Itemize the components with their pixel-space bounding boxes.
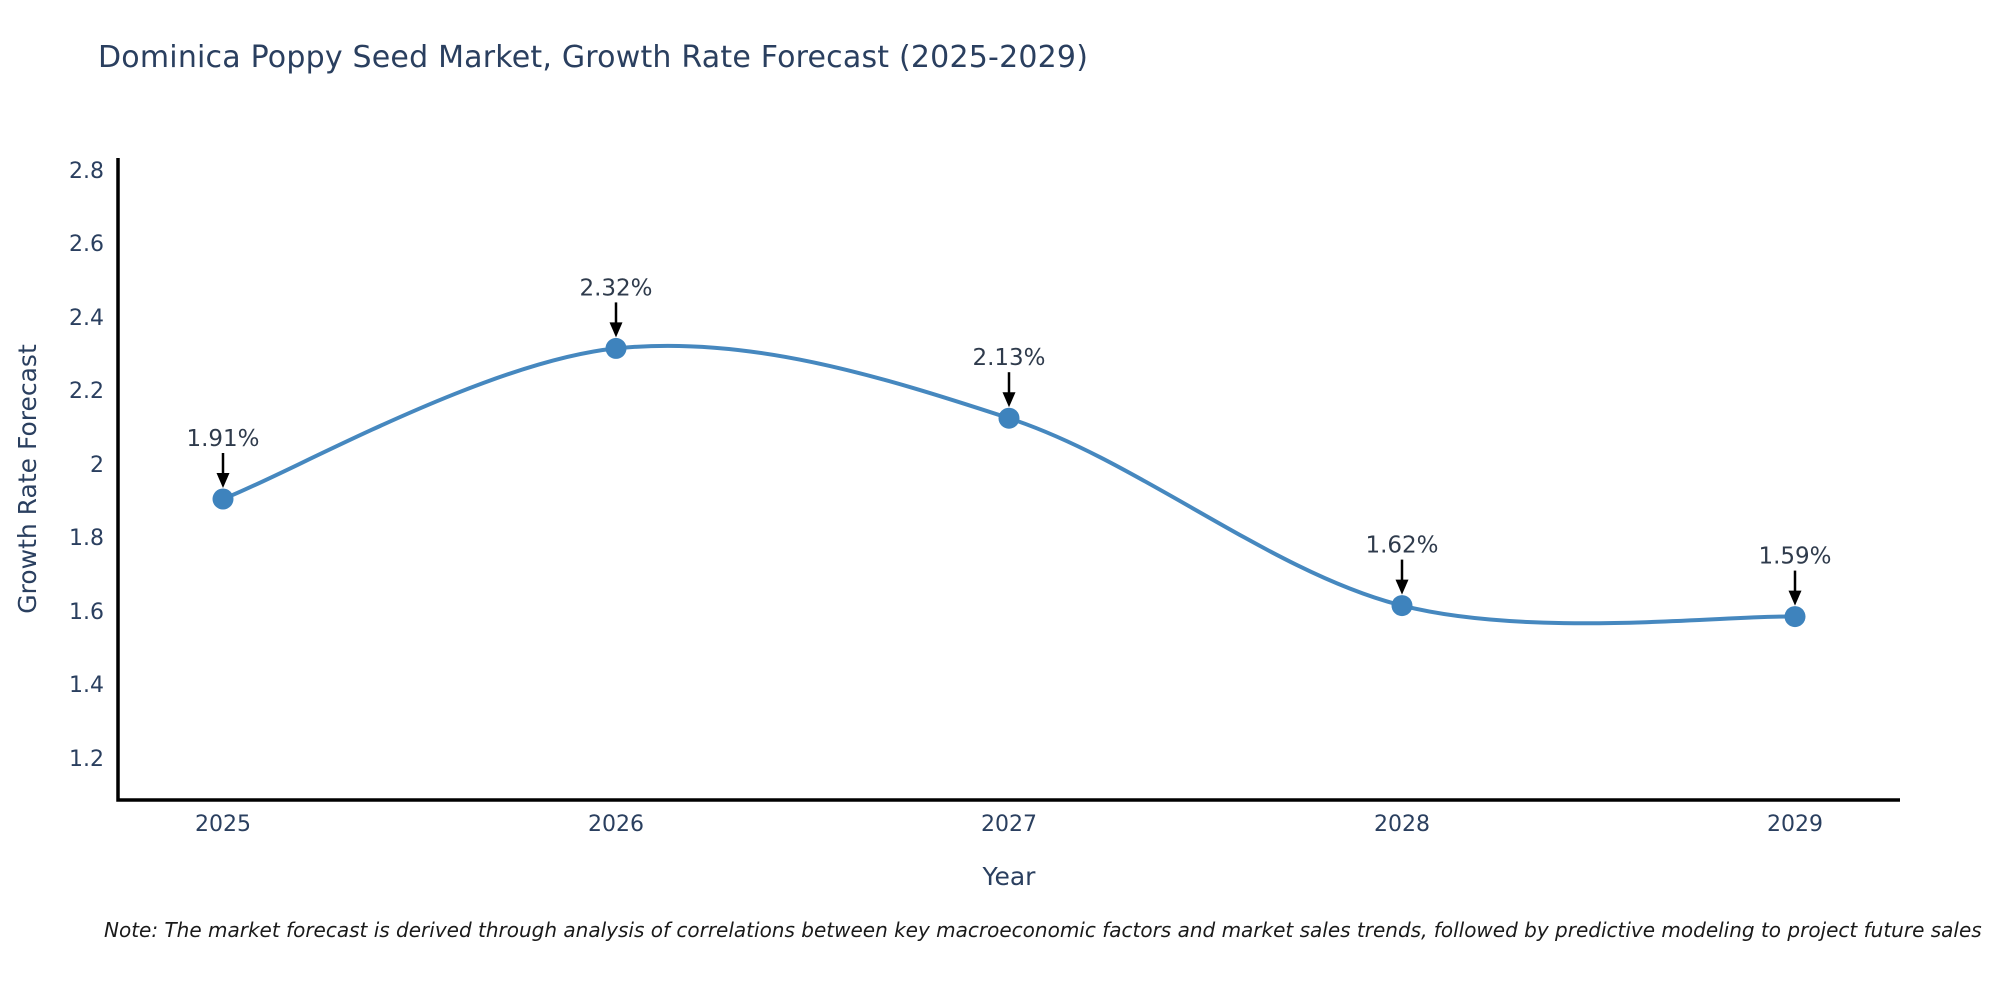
y-tick-label: 2 [90,452,104,478]
annotation-arrowhead [1788,590,1802,606]
x-tick-label: 2029 [1767,812,1823,837]
x-tick-label: 2025 [195,812,251,837]
data-point-2029 [1784,606,1806,628]
annotation-arrowhead [1002,392,1016,408]
point-value-label: 2.13% [972,345,1045,371]
y-tick-label: 2.4 [69,305,104,331]
axis-spines [116,158,1900,802]
x-tick-label: 2026 [588,812,644,837]
annotation-arrowhead [609,322,623,338]
y-tick-label: 2.6 [69,232,104,258]
data-point-2028 [1391,595,1413,617]
x-tick-label: 2028 [1374,812,1430,837]
y-tick-label: 1.4 [69,673,104,699]
y-tick-label: 1.6 [69,599,104,625]
point-value-label: 1.62% [1365,533,1438,559]
data-point-2025 [212,488,234,510]
y-tick-label: 2.2 [69,379,104,405]
data-point-2027 [998,407,1020,429]
y-tick-label: 1.8 [69,526,104,552]
x-tick-label: 2027 [981,812,1037,837]
y-tick-label: 2.8 [69,158,104,184]
point-value-label: 1.59% [1758,544,1831,570]
chart-title: Dominica Poppy Seed Market, Growth Rate … [98,40,1089,75]
x-axis-title: Year [982,862,1036,891]
y-tick-label: 1.2 [69,746,104,772]
footnote: Note: The market forecast is derived thr… [104,918,1982,942]
annotation-arrowhead [216,473,230,488]
data-point-2026 [605,337,627,359]
annotation-arrowhead [1395,579,1409,595]
point-value-label: 1.91% [186,426,259,452]
point-value-label: 2.32% [579,275,652,301]
